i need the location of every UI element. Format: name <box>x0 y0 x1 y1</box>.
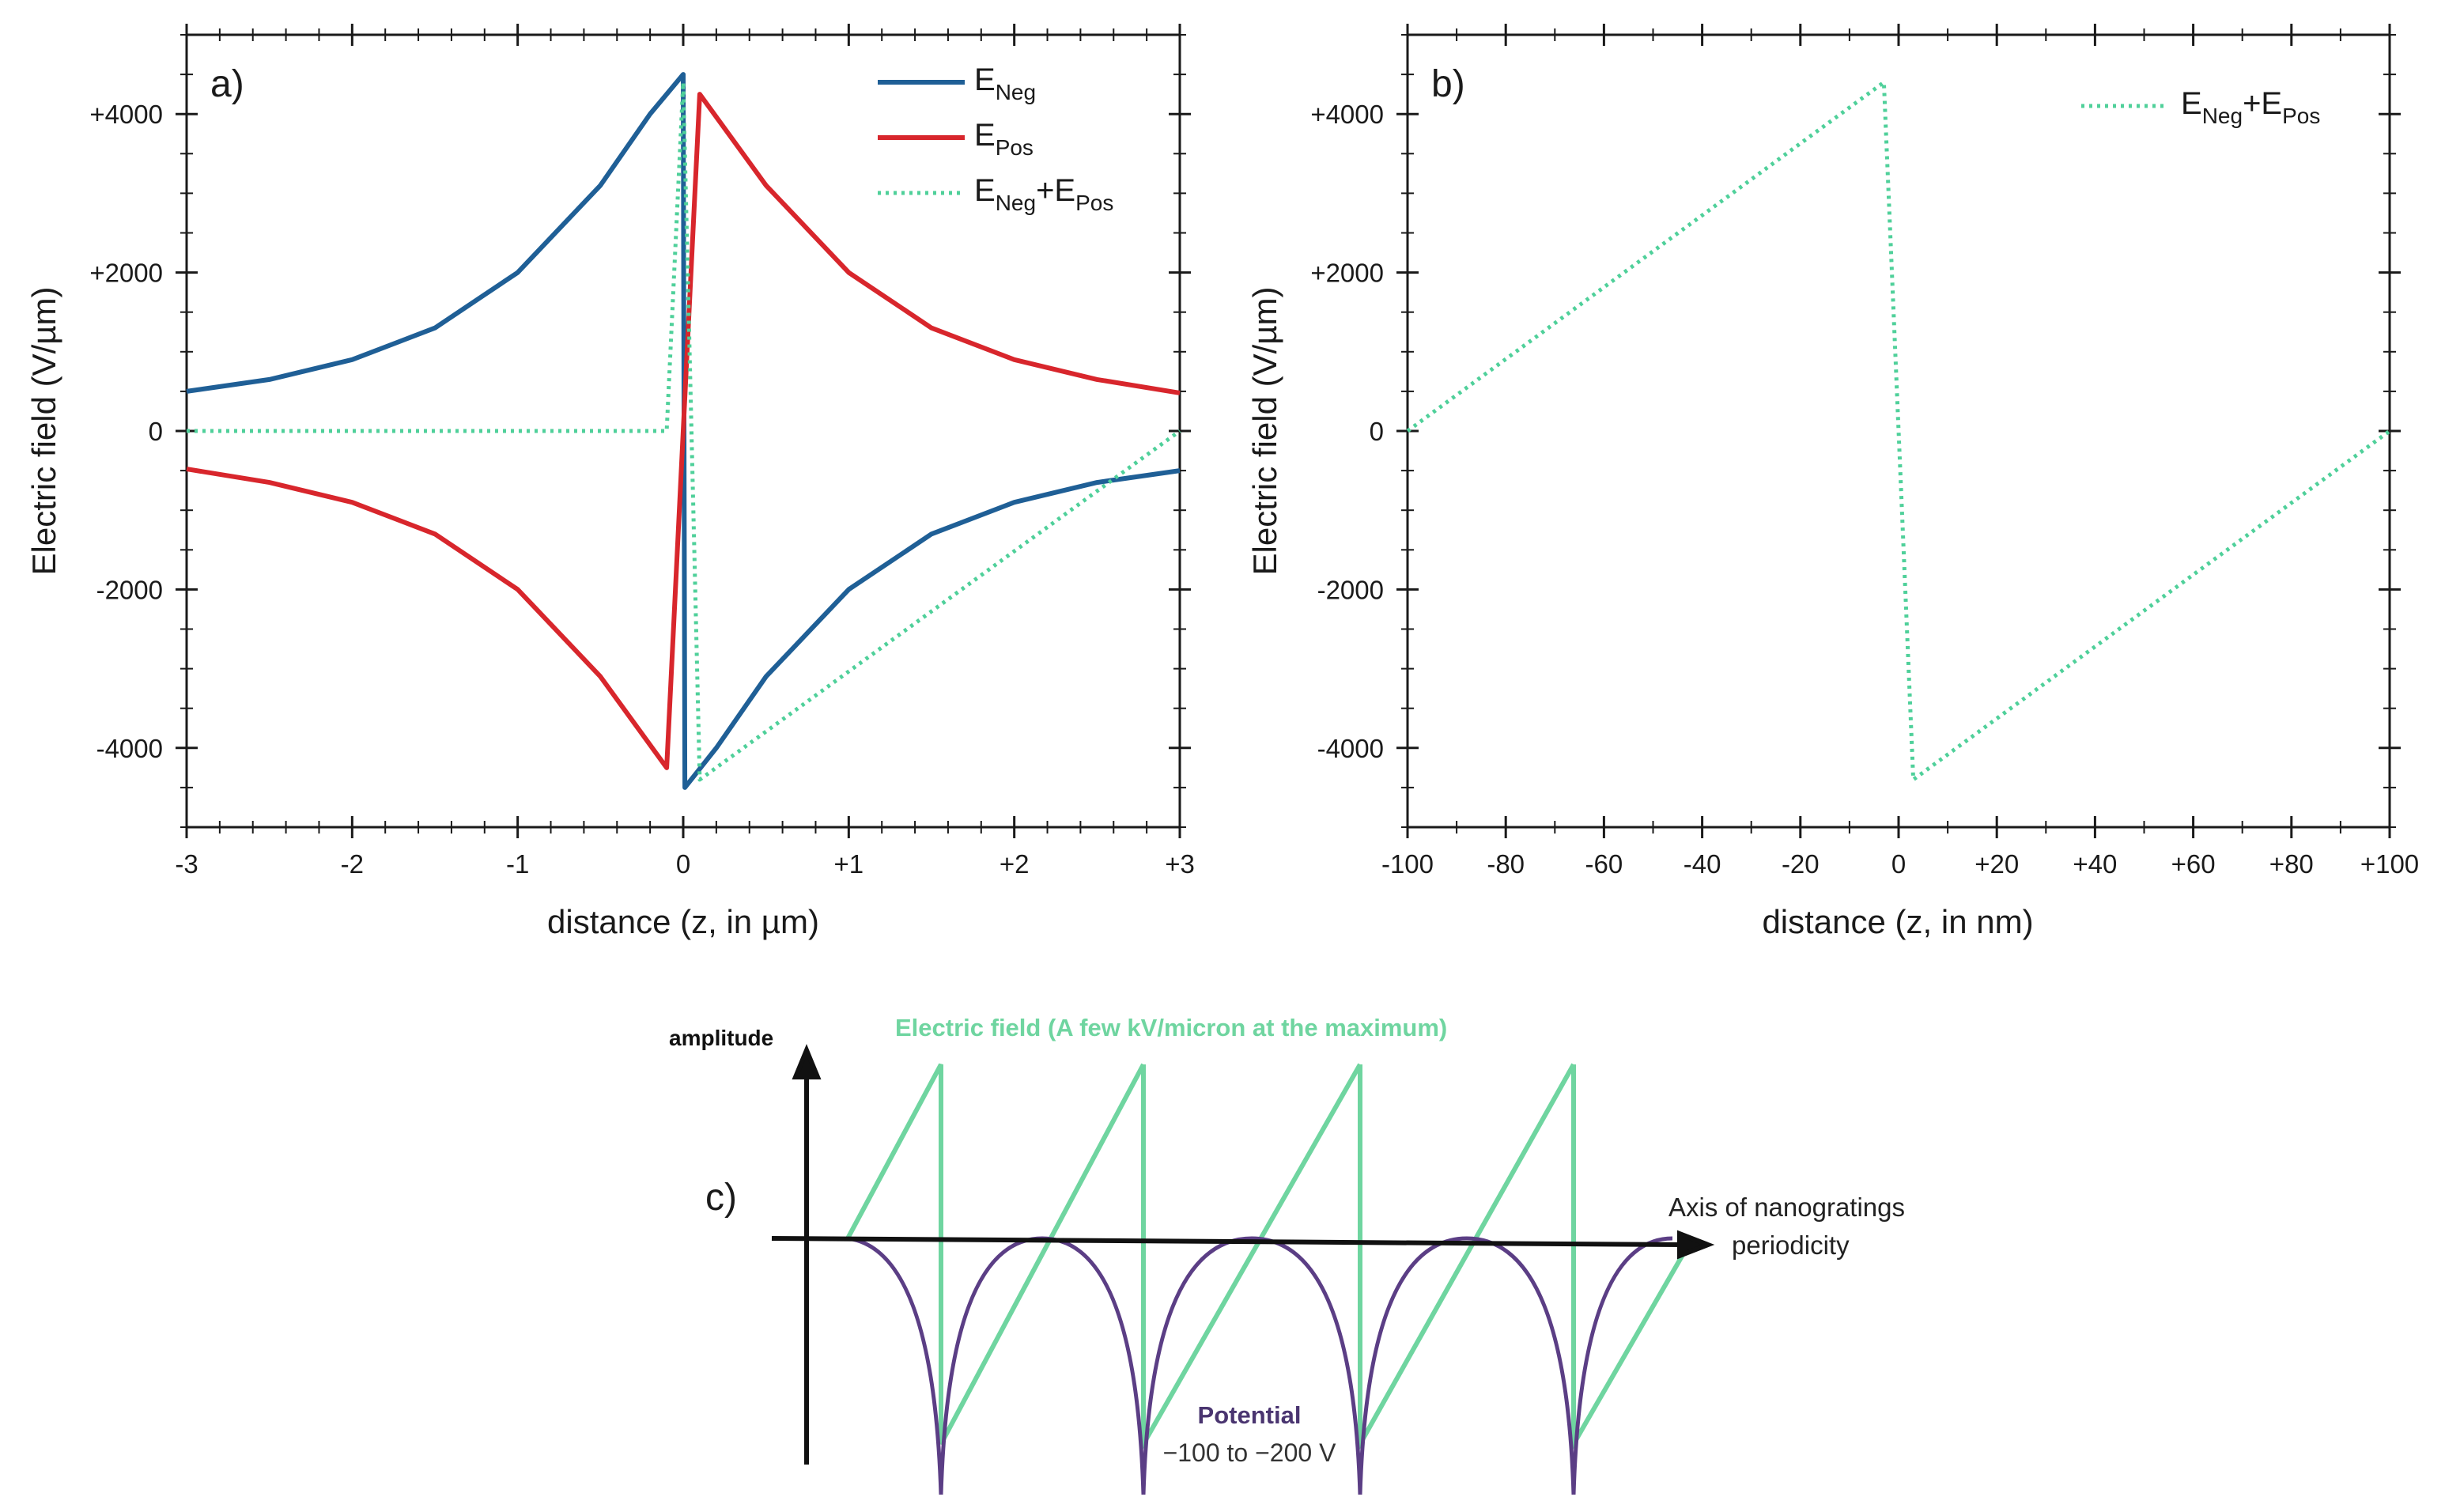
panel-a-ticks <box>176 24 1191 838</box>
x-tick-label: +3 <box>1165 849 1195 879</box>
y-tick-label: 0 <box>149 417 163 446</box>
x-tick-label: -20 <box>1782 849 1820 879</box>
panel-b-label: b) <box>1431 63 1465 105</box>
x-tick-label: -40 <box>1684 849 1721 879</box>
x-tick-label: +100 <box>2360 849 2419 879</box>
x-tick-label: -2 <box>341 849 364 879</box>
x-tick-label: -3 <box>175 849 198 879</box>
y-tick-label: -2000 <box>96 575 163 604</box>
sketch-amplitude-label: amplitude <box>669 1026 773 1050</box>
field-sawtooth-1 <box>845 1063 1146 1446</box>
series-line-e-neg-e-pos <box>1406 80 2391 782</box>
sketch-potential-label-line2: −100 to −200 V <box>1163 1438 1337 1467</box>
panel-b-tick-labels: -100 -80 -60 -40 -20 0 +20 +40 +60 +80 +100 +4000 +2… <box>1310 100 2419 879</box>
x-tick-label: +2 <box>1000 849 1030 879</box>
field-sawtooth-2 <box>1141 1063 1362 1453</box>
x-tick-label: +60 <box>2171 849 2216 879</box>
x-tick-label: -60 <box>1585 849 1623 879</box>
x-tick-label: -1 <box>506 849 529 879</box>
potential-arch-5 <box>1571 1236 1673 1495</box>
y-tick-label: +4000 <box>89 100 163 129</box>
panel-b-ticks <box>1396 24 2401 838</box>
y-tick-label: 0 <box>1370 417 1384 446</box>
x-tick-label: +40 <box>2073 849 2117 879</box>
panel-b-chart: -100 -80 -60 -40 -20 0 +20 +40 +60 +80 +100 +4000 +2… <box>1246 24 2419 940</box>
panel-c-sketch: c) amplitude Electric field (A few kV/mi… <box>669 1014 1905 1495</box>
y-tick-label: +4000 <box>1310 100 1384 129</box>
y-tick-label: -4000 <box>1317 734 1384 763</box>
panel-b-y-axis-title: Electric field (V/µm) <box>1246 287 1283 576</box>
x-tick-label: 0 <box>1891 849 1906 879</box>
panel-b-series <box>1406 80 2391 782</box>
x-tick-label: +20 <box>1975 849 2019 879</box>
sketch-x-axis <box>771 1236 1685 1247</box>
field-sawtooth-3 <box>1358 1063 1576 1453</box>
potential-arch-3 <box>1141 1236 1362 1495</box>
panel-a-series <box>186 72 1181 790</box>
panel-a-label: a) <box>210 63 244 105</box>
potential-arch-4 <box>1358 1236 1576 1495</box>
legend-label-e-sum: ENeg+EPos <box>974 173 1113 215</box>
panel-b-plot-frame <box>1406 33 2391 829</box>
panel-a-y-axis-title: Electric field (V/µm) <box>25 287 62 576</box>
sketch-axis-label-line1: Axis of nanogratings <box>1668 1193 1905 1222</box>
sketch-panel-label: c) <box>705 1177 737 1219</box>
sketch-axes <box>771 1044 1715 1465</box>
y-tick-label: +2000 <box>89 259 163 288</box>
sketch-electric-field-curve <box>845 1063 1695 1453</box>
x-tick-label: -80 <box>1487 849 1525 879</box>
panel-a-x-axis-title: distance (z, in µm) <box>547 903 819 940</box>
sketch-potential-label-line1: Potential <box>1198 1401 1302 1429</box>
panel-a-legend: ENeg EPos ENeg+EPos <box>878 62 1113 215</box>
potential-arch-2 <box>939 1236 1146 1495</box>
sketch-x-axis-arrow-icon <box>1677 1230 1715 1260</box>
y-tick-label: -4000 <box>96 734 163 763</box>
panel-a-tick-labels: -3 -2 -1 0 +1 +2 +3 +4000 +2000 0 -2000 -4000 <box>89 100 1195 879</box>
y-tick-label: +2000 <box>1310 259 1384 288</box>
panel-b-legend: ENeg+EPos <box>2081 86 2320 128</box>
panel-b-x-axis-title: distance (z, in nm) <box>1762 903 2033 940</box>
field-sawtooth-4 <box>1571 1064 1695 1453</box>
x-tick-label: 0 <box>676 849 690 879</box>
sketch-y-axis-arrow-icon <box>792 1044 822 1079</box>
series-line-e-neg-e-pos <box>187 80 1181 782</box>
sketch-axis-label-line2: periodicity <box>1732 1230 1850 1260</box>
series-line-e-pos <box>186 92 1181 770</box>
legend-label-e-neg: ENeg <box>974 62 1036 104</box>
x-tick-label: -100 <box>1381 849 1434 879</box>
x-tick-label: +80 <box>2269 849 2314 879</box>
y-tick-label: -2000 <box>1317 575 1384 604</box>
x-tick-label: +1 <box>834 849 864 879</box>
legend-label-b-e-sum: ENeg+EPos <box>2181 86 2320 128</box>
potential-arch-1 <box>847 1236 943 1495</box>
legend-label-e-pos: EPos <box>974 118 1034 160</box>
sketch-field-label: Electric field (A few kV/micron at the m… <box>895 1014 1447 1041</box>
panel-a-chart: -3 -2 -1 0 +1 +2 +3 +4000 +2000 0 -2000 -4000 a) di… <box>25 24 1195 940</box>
